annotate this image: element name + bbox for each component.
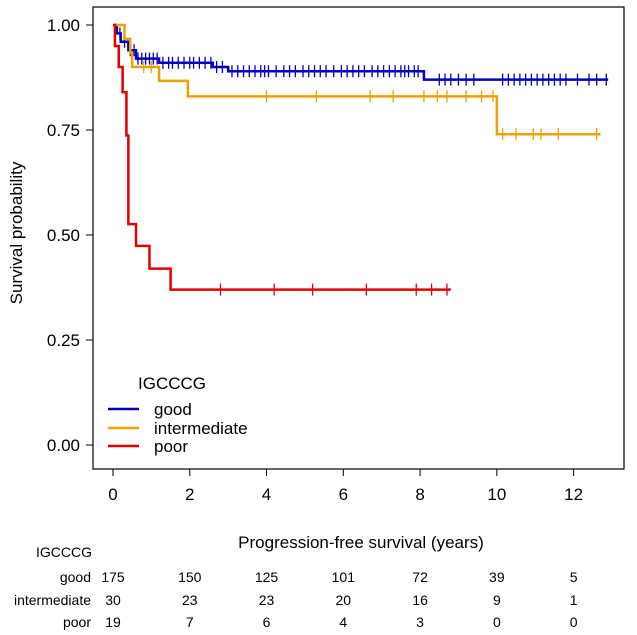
x-tick-label: 10 [487,485,506,504]
y-tick-label: 1.00 [47,16,80,35]
risk-cell-intermediate: 9 [493,592,501,608]
risk-cells: 175 150 125 101 72 39 530 23 23 20 16 9 119 7 6 4 3 0 0 [101,569,577,630]
risk-row-label-poor: poor [63,614,91,630]
risk-cell-good: 39 [489,569,505,585]
x-tick-label: 8 [415,485,424,504]
legend-label-poor: poor [154,437,188,456]
series-line-good [113,23,609,81]
series-layer [113,23,609,296]
risk-cell-good: 101 [332,569,356,585]
legend-title: IGCCCG [138,374,206,393]
x-tick-label: 0 [108,485,117,504]
risk-cell-poor: 7 [186,614,194,630]
risk-cell-intermediate: 1 [570,592,578,608]
risk-cell-poor: 0 [570,614,578,630]
risk-cell-intermediate: 16 [412,592,428,608]
risk-cell-good: 150 [178,569,202,585]
y-tick-label: 0.25 [47,331,80,350]
risk-cell-poor: 19 [105,614,121,630]
y-axis: 0.00 0.25 0.50 0.75 1.00 [47,16,94,455]
x-tick-label: 6 [339,485,348,504]
risk-cell-intermediate: 23 [259,592,275,608]
x-tick-label: 4 [262,485,271,504]
risk-table-title: IGCCCG [36,544,92,560]
risk-cell-good: 175 [101,569,125,585]
x-tick-label: 12 [564,485,583,504]
risk-row-label-good: good [60,569,91,585]
legend-label-good: good [154,400,192,419]
x-axis: 0 2 4 6 8 10 12 [108,468,583,504]
x-tick-label: 2 [185,485,194,504]
risk-cell-intermediate: 20 [336,592,352,608]
risk-cell-good: 125 [255,569,279,585]
risk-cell-poor: 3 [416,614,424,630]
series-line-intermediate [113,23,601,136]
y-axis-label: Survival probability [7,161,26,304]
series-line-poor [113,23,451,291]
legend: IGCCCG good intermediate poor [108,374,248,456]
y-tick-label: 0.00 [47,436,80,455]
legend-label-intermediate: intermediate [154,419,248,438]
risk-cell-good: 72 [412,569,428,585]
risk-row-label-intermediate: intermediate [14,592,91,608]
risk-cell-poor: 4 [339,614,347,630]
risk-cell-intermediate: 30 [105,592,121,608]
risk-cell-poor: 6 [263,614,271,630]
x-axis-label: Progression-free survival (years) [238,533,484,552]
y-tick-label: 0.50 [47,226,80,245]
risk-cell-intermediate: 23 [182,592,198,608]
risk-table: IGCCCG good intermediate poor 175 150 125 1… [14,544,578,630]
y-tick-label: 0.75 [47,121,80,140]
risk-cell-good: 5 [570,569,578,585]
risk-cell-poor: 0 [493,614,501,630]
